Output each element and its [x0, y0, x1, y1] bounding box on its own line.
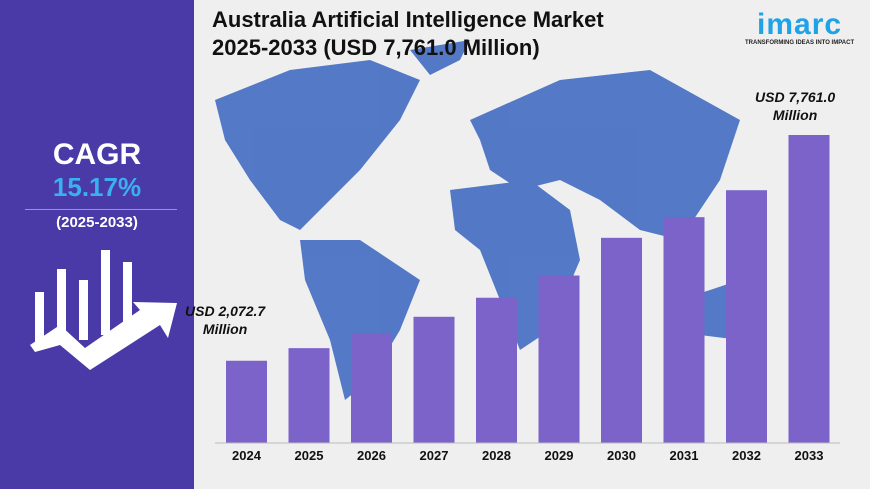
bar-2028	[476, 297, 517, 443]
annotation-2024: USD 2,072.7 Million	[185, 302, 265, 338]
imarc-logo: imarc TRANSFORMING IDEAS INTO IMPACT	[745, 8, 855, 47]
page-title: Australia Artificial Intelligence Market…	[212, 6, 604, 62]
x-tick-label: 2026	[357, 448, 386, 463]
annotation-2033: USD 7,761.0 Million	[755, 88, 835, 124]
x-tick-label: 2028	[482, 448, 511, 463]
x-tick-label: 2033	[795, 448, 824, 463]
x-tick-label: 2030	[607, 448, 636, 463]
x-tick-label: 2025	[295, 448, 324, 463]
annotation-2024-value: USD 2,072.7	[185, 303, 266, 319]
divider	[25, 209, 177, 210]
bar-2025	[288, 348, 330, 443]
bar-2030	[601, 237, 642, 443]
logo-wordmark: imarc	[757, 8, 843, 41]
growth-chart-arrow-icon	[30, 250, 177, 370]
annotation-2033-value: USD 7,761.0	[755, 89, 836, 105]
bar-2033	[788, 135, 830, 443]
bar-2027	[413, 316, 455, 443]
annotation-2024-unit: Million	[202, 321, 248, 337]
x-tick-label: 2024	[232, 448, 262, 463]
bar-2024	[226, 360, 267, 443]
x-tick-label: 2032	[732, 448, 761, 463]
bar-2029	[538, 275, 580, 443]
bar-2026	[351, 333, 392, 443]
x-tick-label: 2031	[670, 448, 699, 463]
bar-2032	[726, 190, 767, 443]
cagr-period: (2025-2033)	[56, 214, 138, 231]
cagr-value: 15.17%	[52, 172, 142, 202]
bar-2031	[663, 217, 705, 443]
title-line-2: 2025-2033 (USD 7,761.0 Million)	[212, 35, 540, 60]
logo-tagline: TRANSFORMING IDEAS INTO IMPACT	[745, 40, 855, 46]
cagr-label: CAGR	[52, 138, 142, 171]
x-tick-label: 2029	[545, 448, 574, 463]
annotation-2033-unit: Million	[772, 107, 818, 123]
sidebar-panel: CAGR 15.17% (2025-2033)	[0, 0, 194, 489]
x-tick-label: 2027	[420, 448, 449, 463]
title-line-1: Australia Artificial Intelligence Market	[212, 7, 604, 32]
